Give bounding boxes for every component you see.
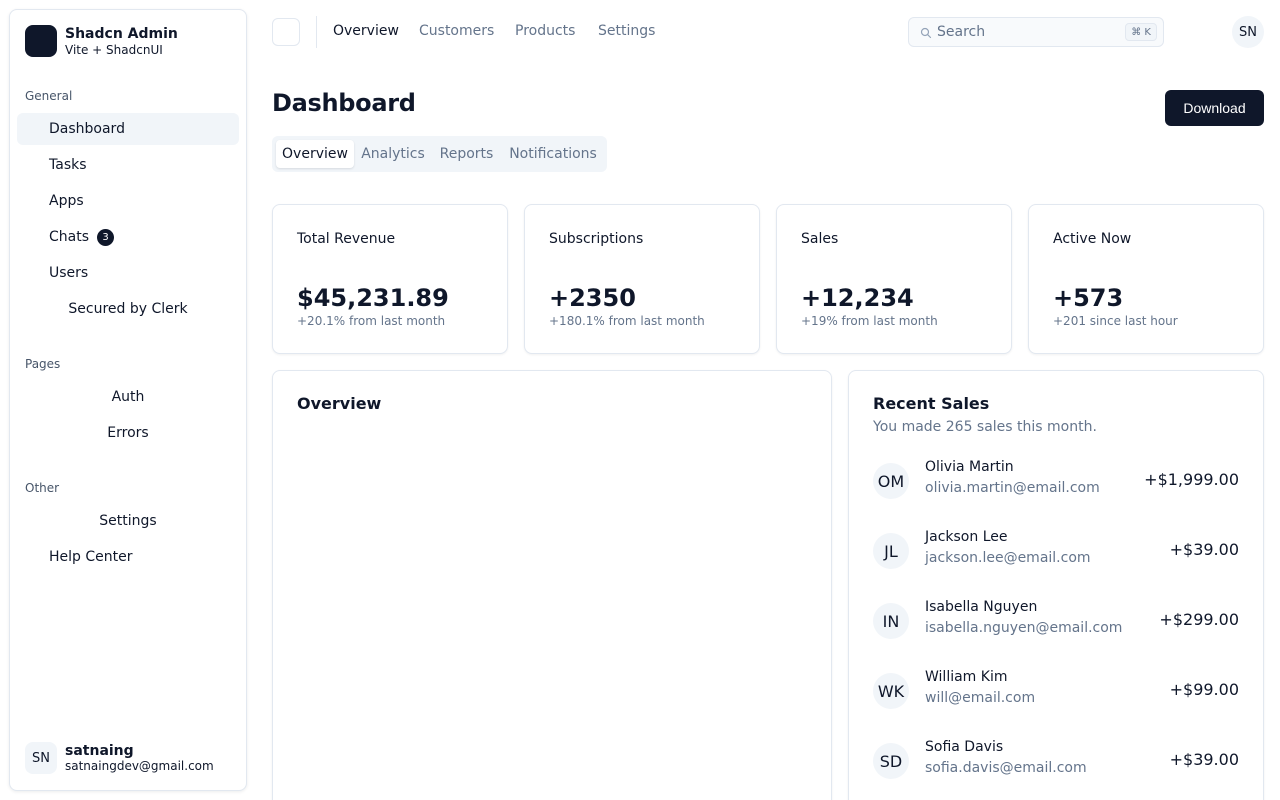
overview-card: Overview	[272, 370, 832, 800]
topnav-products[interactable]: Products	[515, 23, 576, 39]
sidebar-item-label: Errors	[107, 425, 149, 441]
avatar: SN	[25, 742, 57, 774]
tab-analytics[interactable]: Analytics	[361, 146, 425, 162]
customer-email: jackson.lee@email.com	[925, 550, 1091, 566]
stat-change: +19% from last month	[801, 314, 938, 328]
stat-label: Sales	[801, 231, 839, 247]
page-title: Dashboard	[272, 89, 416, 117]
customer-name: Jackson Lee	[925, 529, 1008, 545]
stat-label: Active Now	[1053, 231, 1132, 247]
sidebar-item-help-center[interactable]: Help Center	[17, 541, 239, 573]
avatar: SD	[873, 743, 909, 779]
dashboard-tabs: Overview Analytics Reports Notifications	[272, 136, 607, 172]
sidebar-item-auth[interactable]: Auth	[17, 381, 239, 413]
topnav-settings[interactable]: Settings	[598, 23, 656, 39]
customer-email: sofia.davis@email.com	[925, 760, 1087, 776]
stat-value: +12,234	[801, 284, 914, 312]
user-email: satnaingdev@gmail.com	[65, 759, 214, 773]
stat-change: +20.1% from last month	[297, 314, 446, 328]
search-placeholder: Search	[937, 24, 986, 40]
stat-label: Subscriptions	[549, 231, 644, 247]
sidebar-user-menu[interactable]: SN satnaing satnaingdev@gmail.com	[25, 742, 214, 774]
sale-amount: +$39.00	[1169, 750, 1239, 769]
sidebar-item-label: Settings	[99, 513, 157, 529]
list-item: IN Isabella Nguyen isabella.nguyen@email…	[873, 599, 1239, 641]
sidebar-item-label: Dashboard	[49, 121, 125, 137]
recent-sales-description: You made 265 sales this month.	[873, 419, 1097, 435]
stat-value: $45,231.89	[297, 284, 449, 312]
stat-value: +573	[1053, 284, 1124, 312]
sidebar-item-label: Apps	[49, 193, 84, 209]
sale-amount: +$1,999.00	[1144, 470, 1239, 489]
sidebar-item-label: Users	[49, 265, 89, 281]
sidebar-item-label: Help Center	[49, 549, 133, 565]
sidebar-item-label: Secured by Clerk	[68, 301, 188, 317]
sidebar-item-label: Chats	[49, 229, 90, 245]
customer-name: Sofia Davis	[925, 739, 1004, 755]
sidebar-item-errors[interactable]: Errors	[17, 417, 239, 449]
sidebar-item-label: Tasks	[49, 157, 87, 173]
header-divider	[316, 16, 317, 48]
sidebar-group-other: Other	[25, 481, 60, 495]
brand-title: Shadcn Admin	[65, 25, 178, 42]
list-item: SD Sofia Davis sofia.davis@email.com +$3…	[873, 739, 1239, 781]
customer-email: olivia.martin@email.com	[925, 480, 1100, 496]
brand-subtitle: Vite + ShadcnUI	[65, 42, 163, 57]
search-shortcut-kbd: ⌘ K	[1125, 23, 1157, 41]
overview-title: Overview	[297, 394, 382, 413]
customer-email: will@email.com	[925, 690, 1036, 706]
sidebar-item-tasks[interactable]: Tasks	[17, 149, 239, 181]
sidebar-item-secured-by-clerk[interactable]: Secured by Clerk	[17, 293, 239, 325]
stat-card-active-now: Active Now +573 +201 since last hour	[1028, 204, 1264, 354]
brand-logo-icon	[25, 25, 57, 57]
sidebar-toggle-button[interactable]	[272, 18, 300, 46]
sidebar-item-label: Auth	[111, 389, 145, 405]
customer-name: Olivia Martin	[925, 459, 1014, 475]
stat-value: +2350	[549, 284, 636, 312]
customer-name: William Kim	[925, 669, 1008, 685]
download-button[interactable]: Download	[1165, 90, 1264, 126]
recent-sales-card: Recent Sales You made 265 sales this mon…	[848, 370, 1264, 800]
chats-count-badge: 3	[97, 228, 115, 246]
stat-label: Total Revenue	[297, 231, 396, 247]
list-item: OM Olivia Martin olivia.martin@email.com…	[873, 459, 1239, 501]
topnav-overview[interactable]: Overview	[333, 23, 399, 39]
avatar: JL	[873, 533, 909, 569]
recent-sales-title: Recent Sales	[873, 394, 990, 413]
user-avatar-button[interactable]: SN	[1232, 16, 1264, 48]
list-item: JL Jackson Lee jackson.lee@email.com +$3…	[873, 529, 1239, 571]
topnav-customers[interactable]: Customers	[419, 23, 495, 39]
sidebar-group-general: General	[25, 89, 73, 103]
customer-email: isabella.nguyen@email.com	[925, 620, 1123, 636]
sale-amount: +$299.00	[1159, 610, 1239, 629]
stat-change: +180.1% from last month	[549, 314, 705, 328]
avatar: IN	[873, 603, 909, 639]
sidebar-group-pages: Pages	[25, 357, 61, 371]
sidebar-item-chats[interactable]: Chats 3	[17, 221, 239, 253]
customer-name: Isabella Nguyen	[925, 599, 1038, 615]
stat-card-sales: Sales +12,234 +19% from last month	[776, 204, 1012, 354]
sidebar-item-users[interactable]: Users	[17, 257, 239, 289]
sidebar-item-dashboard[interactable]: Dashboard	[17, 113, 239, 145]
avatar: WK	[873, 673, 909, 709]
sale-amount: +$99.00	[1169, 680, 1239, 699]
sidebar-item-apps[interactable]: Apps	[17, 185, 239, 217]
stat-card-total-revenue: Total Revenue $45,231.89 +20.1% from las…	[272, 204, 508, 354]
brand[interactable]: Shadcn Admin Vite + ShadcnUI	[25, 25, 178, 57]
list-item: WK William Kim will@email.com +$99.00	[873, 669, 1239, 711]
sale-amount: +$39.00	[1169, 540, 1239, 559]
sidebar: Shadcn Admin Vite + ShadcnUI General Das…	[9, 9, 247, 791]
stat-change: +201 since last hour	[1053, 314, 1178, 328]
user-name: satnaing	[65, 743, 134, 759]
tab-notifications[interactable]: Notifications	[509, 146, 597, 162]
sidebar-item-settings[interactable]: Settings	[17, 505, 239, 537]
search-input[interactable]: Search ⌘ K	[908, 17, 1164, 47]
stat-card-subscriptions: Subscriptions +2350 +180.1% from last mo…	[524, 204, 760, 354]
search-icon	[920, 27, 932, 39]
avatar: OM	[873, 463, 909, 499]
tab-reports[interactable]: Reports	[439, 146, 494, 162]
tab-overview[interactable]: Overview	[276, 140, 354, 168]
